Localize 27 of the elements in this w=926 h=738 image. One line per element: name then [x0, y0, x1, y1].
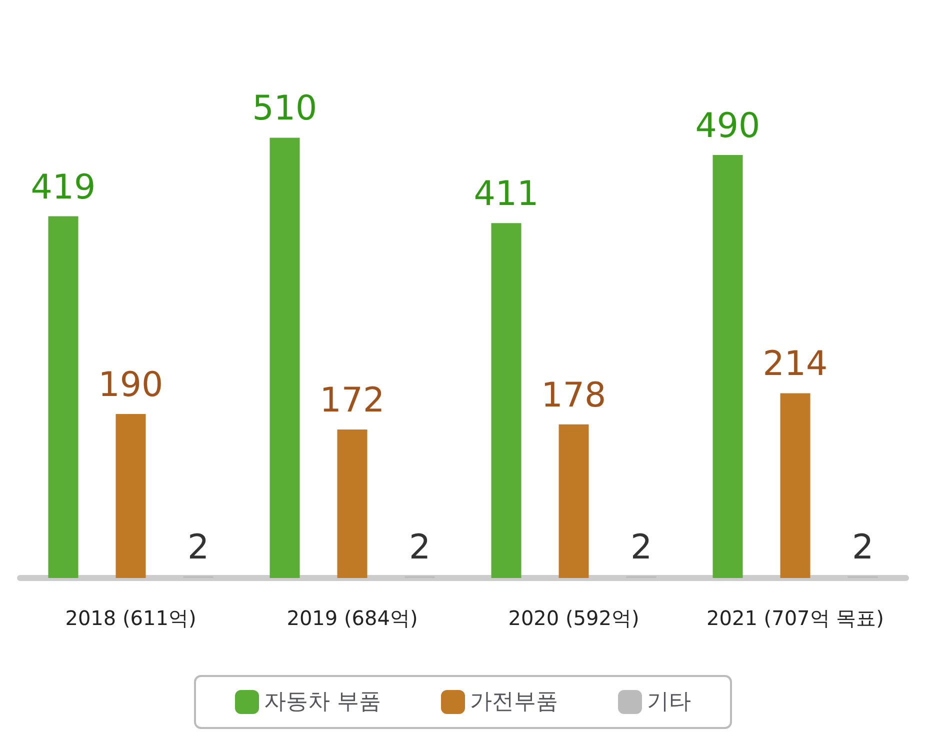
bar — [780, 393, 810, 578]
data-label: 490 — [695, 106, 760, 146]
x-tick-label: 2020 (592억) — [508, 606, 640, 630]
data-label: 178 — [541, 375, 606, 416]
data-label: 2 — [408, 527, 431, 568]
bar — [48, 216, 78, 578]
data-label: 2 — [852, 527, 874, 568]
bar — [712, 154, 743, 578]
data-label: 2 — [630, 527, 652, 568]
data-label: 214 — [762, 344, 828, 384]
data-label: 419 — [30, 167, 96, 208]
bar — [491, 223, 522, 578]
legend-label: 자동차 부품 — [264, 690, 382, 714]
bar — [270, 138, 300, 578]
data-label: 190 — [98, 364, 164, 405]
bar — [337, 430, 368, 578]
data-label: 510 — [252, 88, 318, 129]
legend-label: 가전부품 — [470, 690, 558, 714]
x-tick-label: 2019 (684억) — [286, 606, 418, 630]
data-label: 411 — [474, 174, 539, 214]
x-tick-label: 2021 (707억 목표) — [706, 606, 884, 630]
x-tick-label: 2018 (611억) — [65, 606, 196, 630]
data-label: 2 — [187, 527, 210, 568]
legend-label: 기타 — [646, 690, 691, 714]
bar — [116, 414, 146, 578]
data-label: 172 — [320, 380, 385, 421]
bar — [558, 424, 589, 578]
